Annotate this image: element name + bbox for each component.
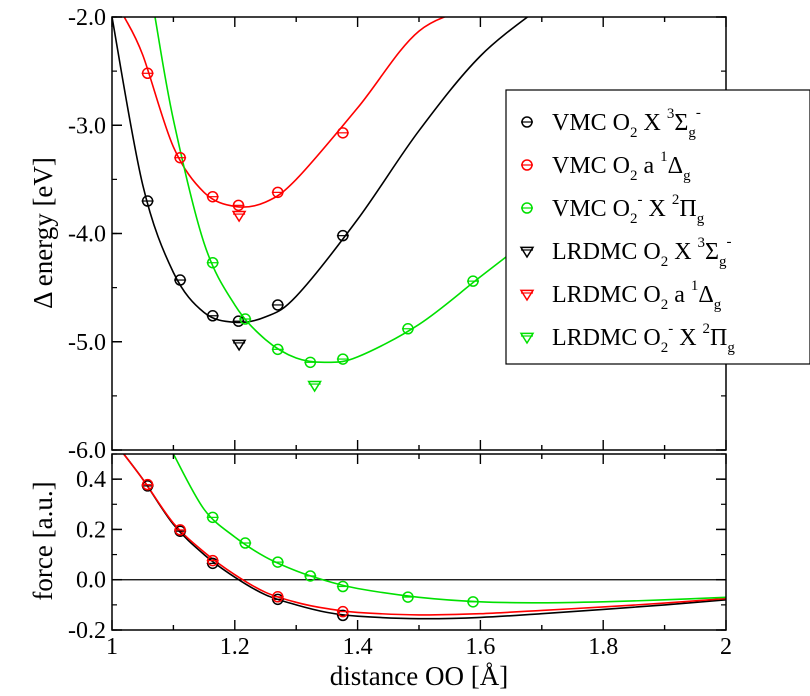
force-panel: -0.2 0.0 0.2 0.4 1 1.2 1.4 1.6 1.8 2 force [a.u.… <box>28 17 732 691</box>
xtick-label: 1.6 <box>465 634 495 660</box>
energy-data-points <box>141 67 480 393</box>
force-ytick-label: 0.2 <box>76 517 106 543</box>
energy-ytick-label: -4.0 <box>68 222 106 248</box>
energy-fit-vmc-o2-a-1-g <box>123 17 447 208</box>
energy-panel: -6.0 -5.0 -4.0 -3.0 -2.0 Δ energy [eV] <box>28 5 727 464</box>
energy-fit-curves <box>112 17 543 364</box>
force-fit-vmc-o2-x-3-g <box>122 454 726 620</box>
force-fit-vmc-o2-x-2-g <box>172 454 726 604</box>
legend-entry-2: VMC O2- X 2Πg <box>521 192 705 227</box>
xtick-label: 2 <box>720 634 732 660</box>
xtick-label: 1.8 <box>588 634 618 660</box>
legend-box <box>505 89 810 365</box>
energy-fit-vmc-o2-x-3-g <box>112 17 529 324</box>
legend-label-0: VMC O2 X 3Σg- <box>552 105 701 141</box>
energy-y-ticks: -6.0 -5.0 -4.0 -3.0 -2.0 <box>68 5 726 464</box>
energy-y-axis-label: Δ energy [eV] <box>28 157 58 309</box>
energy-ytick-label: -6.0 <box>68 438 106 464</box>
force-ytick-label: -0.2 <box>68 618 106 644</box>
energy-ytick-label: -5.0 <box>68 330 106 356</box>
legend-label-5: LRDMC O2- X 2Πg <box>552 321 735 356</box>
force-ytick-label: 0.0 <box>76 568 106 594</box>
legend-marker-4 <box>519 289 535 302</box>
legend-entry-4: LRDMC O2 a 1Δg <box>519 278 722 313</box>
legend-entry-0: VMC O2 X 3Σg- <box>521 105 701 141</box>
legend-entry-3: LRDMC O2 X 3Σg- <box>519 234 732 270</box>
xtick-label: 1.4 <box>343 634 373 660</box>
energy-fit-vmc-o2-x-2-g <box>154 17 543 364</box>
energy-ytick-label: -2.0 <box>68 5 106 31</box>
xtick-label: 1 <box>106 634 118 660</box>
legend-marker-5 <box>519 332 535 345</box>
legend-marker-3 <box>519 246 535 259</box>
legend-entry-1: VMC O2 a 1Δg <box>521 149 691 184</box>
legend-label-3: LRDMC O2 X 3Σg- <box>552 234 732 270</box>
force-plot-frame <box>111 453 727 631</box>
legend-label-2: VMC O2- X 2Πg <box>552 192 705 227</box>
x-ticks: 1 1.2 1.4 1.6 1.8 2 <box>106 17 732 660</box>
energy-point-lrdmc-o2-x-3-g-0 <box>231 339 247 352</box>
x-axis-label: distance OO [Å] <box>330 661 508 691</box>
force-ytick-label: 0.4 <box>76 467 106 493</box>
force-data-points <box>141 478 480 622</box>
legend-label-4: LRDMC O2 a 1Δg <box>552 278 722 313</box>
legend-label-1: VMC O2 a 1Δg <box>552 149 691 184</box>
xtick-label: 1.2 <box>220 634 250 660</box>
force-fit-vmc-o2-a-1-g <box>122 454 726 616</box>
energy-point-lrdmc-o2-x-2-g-0 <box>307 380 322 393</box>
energy-ytick-label: -3.0 <box>68 113 106 139</box>
force-y-axis-label: force [a.u.] <box>28 481 58 600</box>
force-y-ticks: -0.2 0.0 0.2 0.4 <box>68 453 726 644</box>
energy-point-lrdmc-o2-a-1-g-0 <box>231 210 247 223</box>
legend: VMC O2 X 3Σg- VMC O2 a 1Δg VMC O2- X 2Πg LR… <box>505 89 810 365</box>
force-fit-curves <box>122 454 726 620</box>
legend-entry-5: LRDMC O2- X 2Πg <box>519 321 735 356</box>
